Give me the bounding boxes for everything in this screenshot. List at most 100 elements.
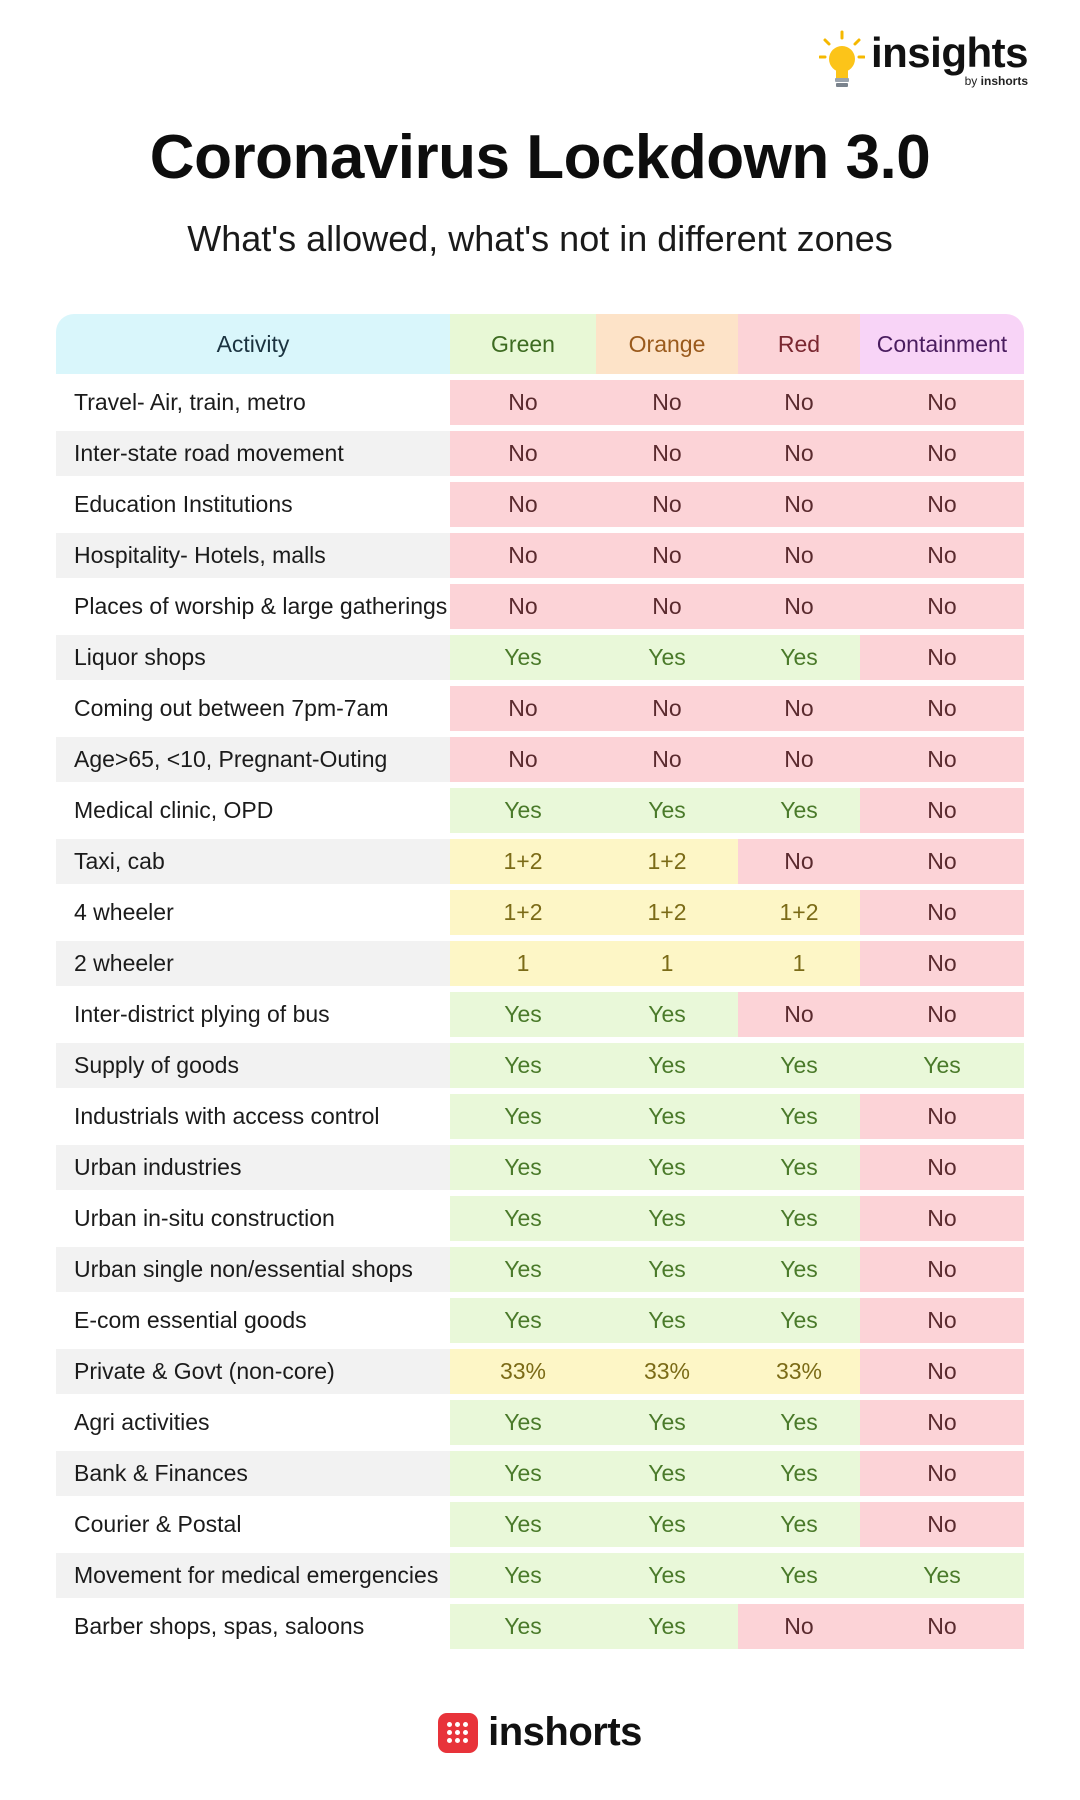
red-zone-cell: No (738, 584, 860, 629)
green-zone-cell: Yes (450, 1247, 596, 1292)
activity-cell: Education Institutions (56, 482, 450, 527)
containment-zone-cell: No (860, 890, 1024, 935)
activity-cell: Supply of goods (56, 1043, 450, 1088)
red-zone-cell: Yes (738, 1094, 860, 1139)
green-zone-cell: Yes (450, 1553, 596, 1598)
table-row: Barber shops, spas, saloons Yes Yes No No (56, 1604, 1024, 1649)
activity-cell: Urban industries (56, 1145, 450, 1190)
orange-zone-cell: No (596, 737, 738, 782)
green-zone-cell: No (450, 380, 596, 425)
orange-zone-cell: Yes (596, 1502, 738, 1547)
activity-cell: Industrials with access control (56, 1094, 450, 1139)
table-row: 2 wheeler 1 1 1 No (56, 941, 1024, 986)
green-zone-cell: Yes (450, 1400, 596, 1445)
containment-zone-cell: No (860, 1451, 1024, 1496)
orange-zone-cell: No (596, 686, 738, 731)
orange-zone-cell: 33% (596, 1349, 738, 1394)
green-zone-cell: 33% (450, 1349, 596, 1394)
containment-zone-cell: No (860, 1145, 1024, 1190)
containment-zone-cell: No (860, 380, 1024, 425)
red-zone-cell: No (738, 992, 860, 1037)
activity-cell: Hospitality- Hotels, malls (56, 533, 450, 578)
activity-cell: Bank & Finances (56, 1451, 450, 1496)
table-row: Industrials with access control Yes Yes Yes… (56, 1094, 1024, 1139)
green-zone-cell: No (450, 686, 596, 731)
orange-zone-cell: 1+2 (596, 890, 738, 935)
containment-zone-cell: No (860, 941, 1024, 986)
orange-zone-cell: Yes (596, 1094, 738, 1139)
containment-zone-cell: No (860, 686, 1024, 731)
activity-cell: Places of worship & large gatherings (56, 584, 450, 629)
red-zone-cell: Yes (738, 1400, 860, 1445)
table-row: Supply of goods Yes Yes Yes Yes (56, 1043, 1024, 1088)
red-zone-cell: Yes (738, 1553, 860, 1598)
red-zone-cell: No (738, 380, 860, 425)
inshorts-logo: inshorts (0, 1710, 1080, 1755)
activity-cell: Movement for medical emergencies (56, 1553, 450, 1598)
table-row: Private & Govt (non-core) 33% 33% 33% No (56, 1349, 1024, 1394)
red-zone-cell: Yes (738, 635, 860, 680)
orange-zone-cell: Yes (596, 788, 738, 833)
activity-cell: Taxi, cab (56, 839, 450, 884)
containment-zone-cell: No (860, 1298, 1024, 1343)
activity-cell: Inter-district plying of bus (56, 992, 450, 1037)
activity-cell: Age>65, <10, Pregnant-Outing (56, 737, 450, 782)
red-zone-cell: 1 (738, 941, 860, 986)
activity-cell: Medical clinic, OPD (56, 788, 450, 833)
activity-cell: 4 wheeler (56, 890, 450, 935)
orange-zone-cell: Yes (596, 1604, 738, 1649)
table-row: Urban single non/essential shops Yes Yes Ye… (56, 1247, 1024, 1292)
lightbulb-icon (818, 30, 865, 87)
orange-zone-cell: Yes (596, 992, 738, 1037)
red-zone-cell: No (738, 839, 860, 884)
red-zone-cell: Yes (738, 1043, 860, 1088)
green-zone-cell: No (450, 533, 596, 578)
containment-zone-cell: No (860, 737, 1024, 782)
activity-cell: Inter-state road movement (56, 431, 450, 476)
green-zone-cell: Yes (450, 1298, 596, 1343)
inshorts-logo-icon (438, 1712, 479, 1753)
zones-table: Activity Green Orange Red Containment Tr… (56, 308, 1024, 1655)
green-zone-cell: No (450, 431, 596, 476)
containment-zone-cell: No (860, 1502, 1024, 1547)
table-row: Movement for medical emergencies Yes Yes Ye… (56, 1553, 1024, 1598)
green-zone-cell: Yes (450, 1451, 596, 1496)
activity-cell: Barber shops, spas, saloons (56, 1604, 450, 1649)
green-zone-cell: 1+2 (450, 839, 596, 884)
red-zone-cell: Yes (738, 1196, 860, 1241)
orange-zone-cell: Yes (596, 1043, 738, 1088)
footer-brand-name: inshorts (488, 1710, 642, 1754)
insights-logo: insights by inshorts (818, 30, 1029, 92)
red-zone-cell: Yes (738, 1298, 860, 1343)
green-zone-cell: Yes (450, 1196, 596, 1241)
red-zone-cell: Yes (738, 1145, 860, 1190)
table-row: Urban in-situ construction Yes Yes Yes No (56, 1196, 1024, 1241)
green-zone-cell: Yes (450, 1043, 596, 1088)
orange-zone-cell: No (596, 482, 738, 527)
activity-cell: Private & Govt (non-core) (56, 1349, 450, 1394)
containment-zone-cell: Yes (860, 1553, 1024, 1598)
table-row: Liquor shops Yes Yes Yes No (56, 635, 1024, 680)
table-row: Inter-district plying of bus Yes Yes No No (56, 992, 1024, 1037)
orange-zone-cell: Yes (596, 1451, 738, 1496)
containment-zone-cell: No (860, 1400, 1024, 1445)
table-header-row: Activity Green Orange Red Containment (56, 314, 1024, 374)
green-zone-cell: No (450, 482, 596, 527)
table-row: Urban industries Yes Yes Yes No (56, 1145, 1024, 1190)
table-row: Bank & Finances Yes Yes Yes No (56, 1451, 1024, 1496)
green-zone-cell: No (450, 737, 596, 782)
red-zone-cell: Yes (738, 1247, 860, 1292)
orange-zone-cell: Yes (596, 1196, 738, 1241)
page-title: Coronavirus Lockdown 3.0 (149, 123, 931, 192)
red-zone-cell: No (738, 1604, 860, 1649)
containment-zone-cell: No (860, 482, 1024, 527)
containment-zone-cell: No (860, 1604, 1024, 1649)
containment-zone-cell: No (860, 584, 1024, 629)
green-zone-cell: Yes (450, 635, 596, 680)
orange-zone-cell: No (596, 431, 738, 476)
red-zone-cell: Yes (738, 1502, 860, 1547)
green-zone-cell: Yes (450, 1145, 596, 1190)
table-row: 4 wheeler 1+2 1+2 1+2 No (56, 890, 1024, 935)
green-zone-cell: Yes (450, 1604, 596, 1649)
activity-cell: Courier & Postal (56, 1502, 450, 1547)
